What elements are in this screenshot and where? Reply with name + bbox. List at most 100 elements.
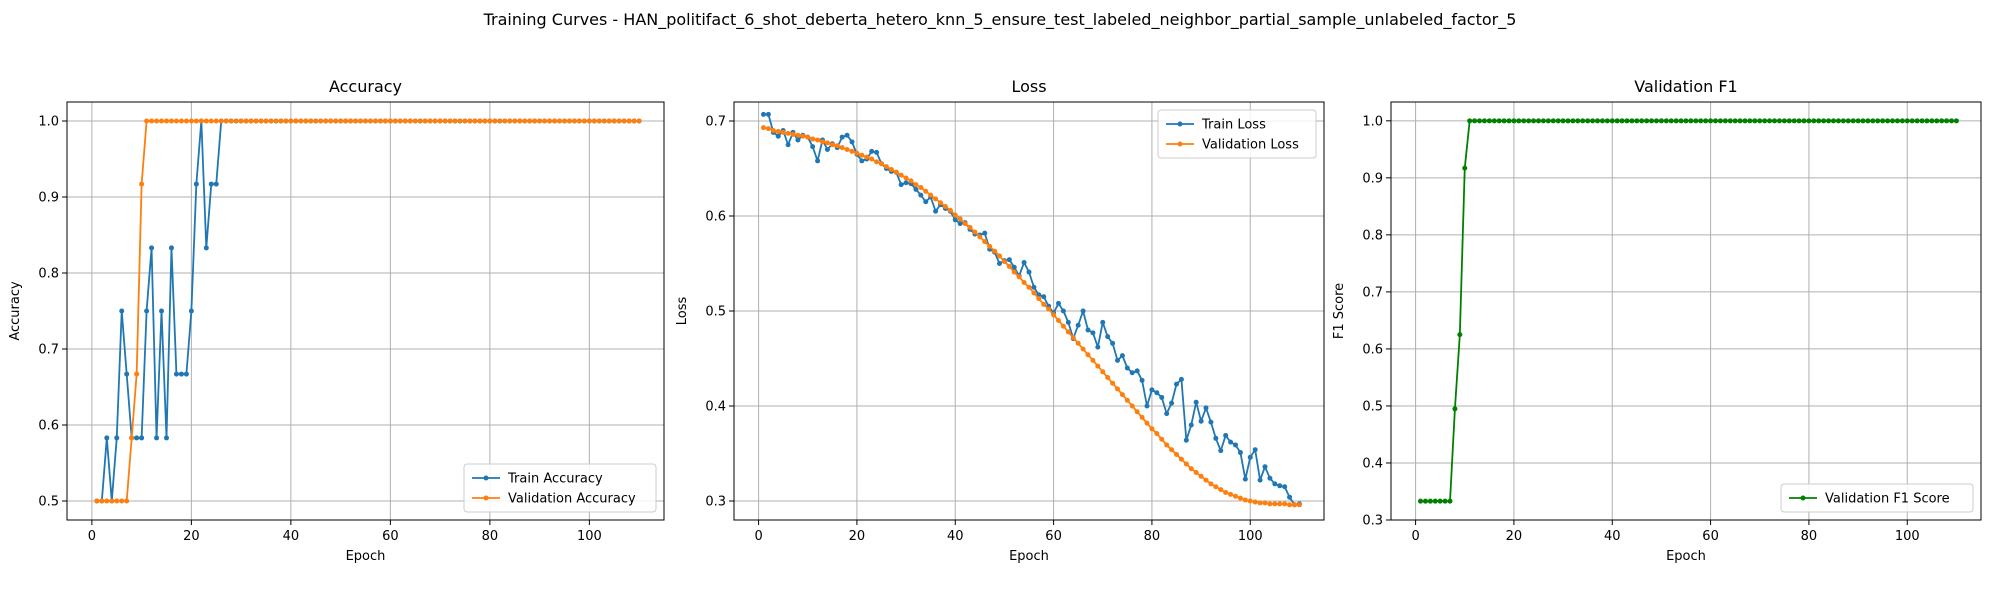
data-point: [1233, 442, 1238, 448]
chart-panel-1: Loss 0 20 40 60 80 100 0.3 0.4 0.5 0.6 0.7 Epoch Loss…: [675, 77, 1325, 564]
data-point: [879, 161, 884, 167]
data-point: [193, 181, 199, 187]
data-point: [606, 118, 612, 124]
data-point: [1134, 409, 1140, 415]
data-point: [268, 118, 274, 124]
data-point: [1737, 118, 1743, 124]
y-tick-label: 1.0: [38, 115, 59, 130]
data-point: [1511, 118, 1517, 124]
data-point: [1080, 308, 1086, 314]
data-point: [1051, 312, 1057, 318]
data-point: [1811, 118, 1817, 124]
data-point: [114, 498, 120, 504]
chart-title: Accuracy: [329, 77, 402, 96]
data-point: [1599, 118, 1605, 124]
data-point: [1115, 357, 1120, 363]
data-point: [903, 180, 909, 186]
data-point: [1095, 363, 1101, 369]
legend-label: Validation Loss: [1202, 138, 1299, 153]
data-point: [1767, 118, 1773, 124]
data-point: [571, 118, 577, 124]
data-point: [947, 207, 953, 213]
data-point: [348, 118, 354, 124]
data-point: [1065, 319, 1071, 325]
data-point: [1654, 118, 1659, 124]
data-point: [1644, 118, 1650, 124]
data-point: [422, 118, 428, 124]
data-point: [1565, 118, 1571, 124]
data-point: [1570, 118, 1576, 124]
data-point: [1282, 484, 1288, 490]
data-point: [1119, 392, 1125, 398]
data-point: [1752, 118, 1758, 124]
data-point: [1467, 118, 1473, 124]
legend-label: Train Loss: [1201, 118, 1266, 133]
x-tick-label: 0: [754, 529, 762, 544]
data-point: [1188, 422, 1194, 428]
data-point: [982, 239, 988, 245]
data-point: [1060, 308, 1066, 314]
data-point: [139, 181, 145, 187]
data-point: [1075, 322, 1081, 328]
data-point: [1501, 118, 1507, 124]
data-point: [273, 118, 279, 124]
data-point: [1786, 118, 1792, 124]
data-point: [1540, 118, 1546, 124]
data-point: [1090, 357, 1096, 363]
data-point: [1796, 118, 1802, 124]
data-point: [1614, 118, 1620, 124]
data-point: [1159, 394, 1165, 400]
data-point: [1031, 284, 1037, 290]
data-point: [1708, 118, 1714, 124]
data-point: [313, 118, 319, 124]
data-point: [1860, 118, 1866, 124]
data-point: [1267, 475, 1273, 481]
data-point: [859, 158, 865, 164]
data-point: [903, 175, 909, 181]
y-tick-label: 0.7: [38, 343, 59, 358]
data-point: [1432, 498, 1438, 504]
data-point: [824, 147, 830, 152]
data-point: [1772, 118, 1777, 124]
data-point: [99, 498, 105, 504]
data-point: [512, 118, 518, 124]
data-point: [977, 234, 983, 240]
data-point: [532, 118, 538, 124]
data-point: [1080, 346, 1086, 352]
data-point: [129, 435, 135, 441]
data-point: [507, 118, 513, 124]
data-point: [1228, 491, 1234, 497]
data-point: [1629, 118, 1635, 124]
data-point: [864, 154, 870, 160]
data-point: [815, 137, 821, 143]
data-point: [1021, 260, 1027, 266]
data-point: [377, 118, 383, 124]
axes-frame: [66, 101, 665, 521]
data-point: [1237, 450, 1243, 456]
data-point: [1026, 269, 1032, 275]
data-point: [1277, 501, 1283, 507]
data-point: [1875, 118, 1881, 124]
data-point: [1855, 118, 1861, 124]
data-point: [824, 140, 830, 146]
legend-label: Validation F1 Score: [1825, 492, 1950, 507]
data-point: [1105, 375, 1111, 380]
data-point: [1914, 118, 1920, 124]
data-point: [775, 133, 781, 139]
data-point: [1781, 118, 1787, 124]
data-point: [1703, 118, 1709, 124]
data-point: [308, 118, 314, 124]
figure-title: Training Curves - HAN_politifact_6_shot_…: [483, 10, 1517, 30]
x-tick-label: 60: [1045, 529, 1062, 544]
data-point: [933, 196, 939, 202]
data-point: [1198, 418, 1204, 424]
data-point: [1717, 118, 1723, 124]
data-point: [1139, 377, 1145, 383]
data-point: [1242, 497, 1248, 503]
data-point: [770, 128, 776, 133]
data-point: [780, 129, 786, 135]
data-point: [1919, 118, 1925, 124]
data-point: [243, 118, 249, 124]
y-tick-label: 0.5: [1362, 399, 1383, 414]
data-point: [765, 126, 771, 132]
